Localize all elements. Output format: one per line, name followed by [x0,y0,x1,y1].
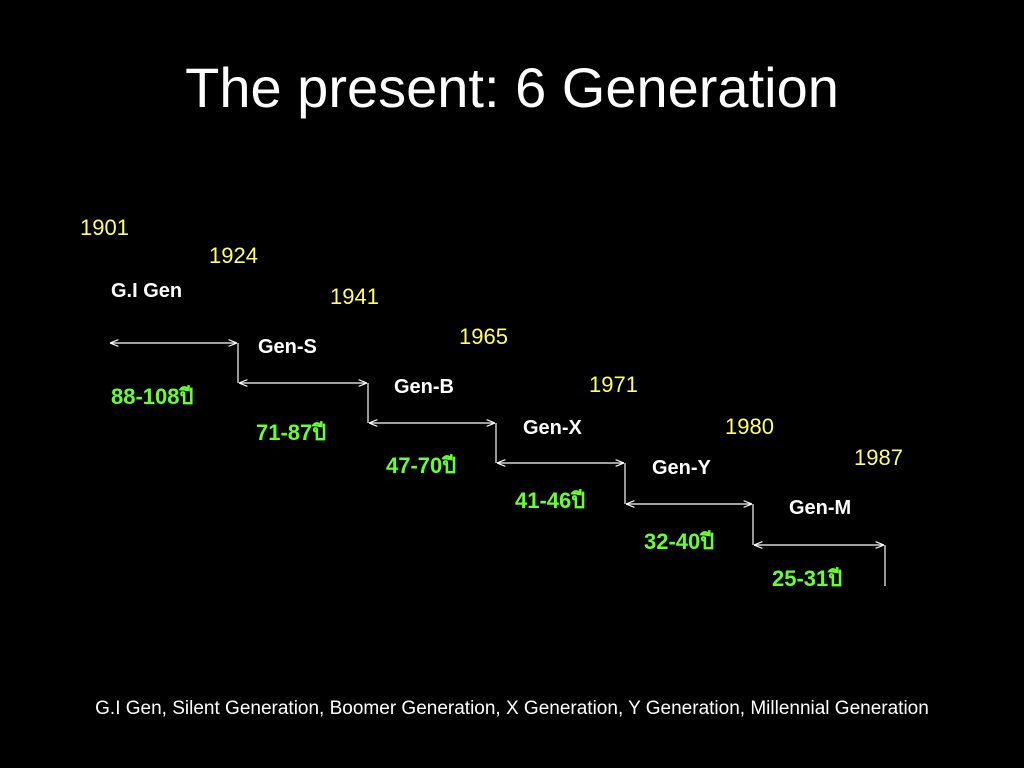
year-label: 1965 [459,324,508,349]
age-range: 25-31ปี [772,566,843,591]
generation-name: Gen-B [394,376,454,398]
generations-footer: G.I Gen, Silent Generation, Boomer Gener… [95,698,929,719]
generation-name: Gen-S [258,336,317,358]
year-label: 1941 [330,284,379,309]
age-range: 32-40ปี [644,529,715,554]
age-range: 41-46ปี [515,488,586,513]
generation-name: Gen-M [789,497,852,519]
year-label: 1971 [589,372,638,397]
generation-name: G.I Gen [111,280,183,302]
age-range: 71-87ปี [256,420,327,445]
generation-name: Gen-X [523,417,582,439]
year-label: 1980 [725,414,774,439]
generation-name: Gen-Y [652,457,711,479]
age-range: 88-108ปี [111,384,194,409]
year-label: 1987 [854,445,903,470]
slide-title: The present: 6 Generation [185,56,839,119]
age-range: 47-70ปี [386,453,457,478]
year-label: 1901 [80,215,129,240]
year-label: 1924 [209,243,258,268]
